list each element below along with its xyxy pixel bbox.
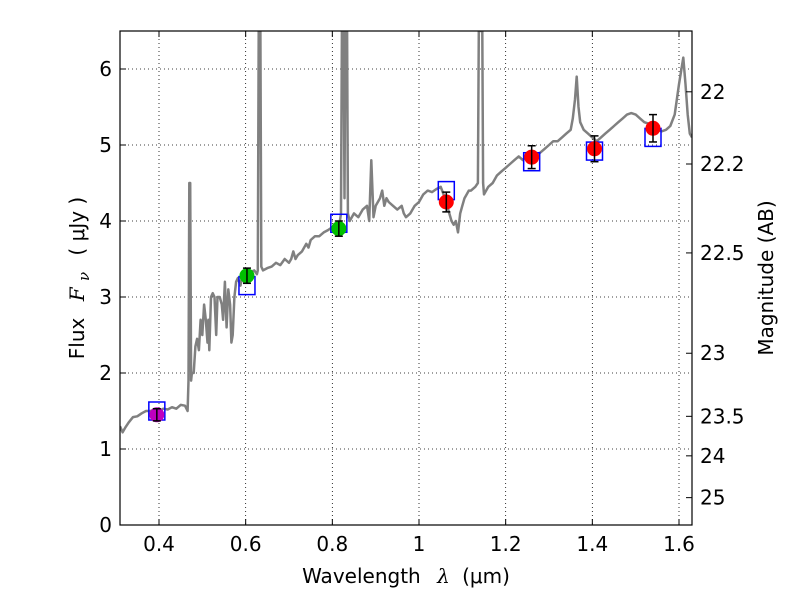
observation-point	[524, 145, 540, 170]
observation-point	[587, 135, 602, 163]
y2-tick-label: 25	[700, 486, 725, 510]
y2-axis-title: Magnitude (AB)	[754, 200, 778, 355]
y-axis-left: 0 1 2 3 4 5 6	[99, 57, 126, 537]
y-tick-label: 0	[99, 513, 112, 537]
x-axis: 0.4 0.6 0.8 1 1.2 1.4 1.6	[143, 31, 695, 556]
y-axis-title-symbol: F	[65, 286, 89, 302]
y-axis-title-subscript: ν	[75, 272, 93, 281]
spectrum-line	[120, 31, 692, 434]
y2-tick-label: 23.5	[700, 404, 745, 428]
y-tick-label: 5	[99, 133, 112, 157]
plot-background	[120, 31, 692, 525]
observation-point	[645, 113, 661, 143]
x-tick-label: 1.6	[663, 532, 695, 556]
x-tick-label: 0.6	[230, 532, 262, 556]
y2-tick-label: 24	[700, 444, 725, 468]
y-tick-label: 3	[99, 285, 112, 309]
y-axis-title-prefix: Flux	[65, 317, 89, 359]
y-axis-right: 22 22.2 22.5 23 23.5 24 25	[686, 80, 745, 510]
observation-point	[331, 220, 347, 237]
x-tick-label: 1.4	[576, 532, 608, 556]
y-axis-title-units: ( μJy )	[65, 197, 89, 256]
observation-points	[149, 113, 661, 423]
observation-point	[149, 407, 165, 423]
x-tick-label: 1.2	[490, 532, 522, 556]
y-tick-label: 6	[99, 57, 112, 81]
y-tick-label: 2	[99, 361, 112, 385]
observation-point	[239, 267, 255, 285]
x-axis-title-symbol: λ	[436, 564, 450, 588]
x-tick-label: 0.4	[143, 532, 175, 556]
x-tick-label: 0.8	[316, 532, 348, 556]
y2-tick-label: 22.5	[700, 241, 745, 265]
x-axis-title-prefix: Wavelength	[302, 564, 421, 588]
y-tick-label: 1	[99, 437, 112, 461]
plot-frame	[119, 30, 693, 526]
x-tick-label: 1	[413, 532, 426, 556]
y2-tick-label: 23	[700, 341, 725, 365]
y-tick-label: 4	[99, 209, 112, 233]
y-axis-title: Flux F ν ( μJy )	[65, 197, 94, 359]
x-axis-title-units: (μm)	[462, 564, 510, 588]
observation-point	[438, 191, 454, 213]
y2-tick-label: 22	[700, 80, 725, 104]
x-axis-title: Wavelength λ (μm)	[302, 564, 510, 588]
y2-tick-label: 22.2	[700, 152, 745, 176]
